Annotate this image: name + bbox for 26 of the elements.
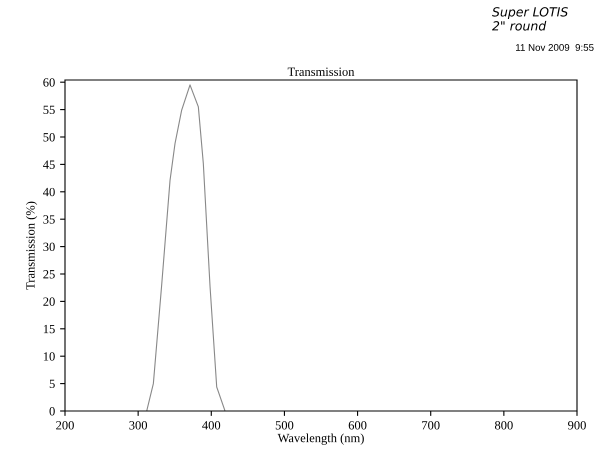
x-tick-label: 300 — [129, 421, 148, 430]
y-tick-label: 45 — [43, 160, 55, 169]
x-axis-title: Wavelength (nm) — [278, 433, 364, 445]
y-tick-label: 55 — [44, 106, 55, 114]
y-axis-title: Transmission (%) — [26, 202, 38, 290]
x-tick-label: 700 — [422, 421, 440, 430]
y-tick-label: 15 — [44, 324, 55, 334]
text: 11 Nov 2009 9:55 — [516, 44, 594, 51]
x-tick-label: 900 — [568, 421, 586, 430]
x-tick-label: 400 — [202, 421, 220, 430]
x-tick-label: 500 — [276, 421, 294, 430]
x-tick-label: 600 — [348, 421, 366, 430]
y-tick-label: 10 — [44, 352, 55, 361]
text: Super LOTIS 2" round — [492, 7, 568, 31]
y-tick-label: 25 — [43, 270, 55, 278]
chart-title: Transmission — [288, 68, 354, 76]
x-tick-label: 800 — [494, 421, 513, 430]
y-tick-label: 40 — [43, 188, 55, 196]
y-tick-label: 5 — [50, 380, 55, 388]
y-tick-label: 20 — [43, 297, 55, 306]
y-tick-label: 60 — [43, 78, 55, 87]
x-tick-label: 200 — [56, 421, 74, 430]
y-tick-label: 30 — [43, 242, 55, 252]
y-tick-label: 35 — [43, 215, 55, 224]
y-tick-label: 0 — [50, 407, 55, 416]
y-tick-label: 50 — [44, 133, 55, 142]
